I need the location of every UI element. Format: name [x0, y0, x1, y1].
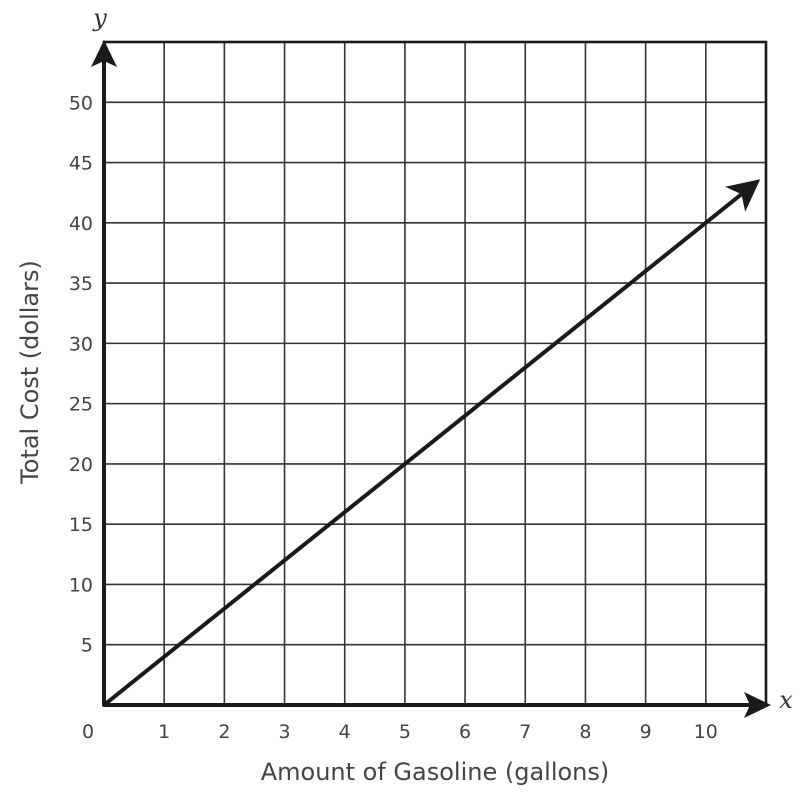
y-tick-label: 30 [69, 333, 93, 355]
x-tick-label: 7 [519, 721, 531, 743]
x-axis-variable: x [779, 686, 793, 714]
grid [104, 42, 766, 705]
y-tick-label: 15 [69, 514, 93, 536]
x-tick-label: 1 [158, 721, 170, 743]
y-tick-label: 20 [69, 454, 93, 476]
y-axis-variable: y [92, 4, 107, 32]
y-tick-label: 5 [81, 635, 93, 657]
x-tick-label: 5 [399, 721, 411, 743]
series [104, 184, 754, 705]
x-tick-label: 2 [218, 721, 230, 743]
series-line [104, 184, 754, 705]
plot-border [104, 42, 766, 705]
y-tick-label: 40 [69, 213, 93, 235]
axes [91, 40, 771, 718]
y-tick-label: 45 [69, 153, 93, 175]
x-axis-title: Amount of Gasoline (gallons) [261, 758, 610, 786]
x-tick-label: 6 [459, 721, 471, 743]
y-tick-label: 50 [69, 92, 93, 114]
y-tick-label: 10 [69, 574, 93, 596]
x-tick-label: 4 [339, 721, 351, 743]
x-tick-label: 8 [579, 721, 591, 743]
x-tick-label: 9 [640, 721, 652, 743]
x-tick-label: 3 [278, 721, 290, 743]
y-axis-title: Total Cost (dollars) [16, 260, 44, 485]
x-tick-label: 10 [694, 721, 718, 743]
origin-label: 0 [82, 721, 94, 743]
y-tick-label: 25 [69, 394, 93, 416]
y-tick-label: 35 [69, 273, 93, 295]
